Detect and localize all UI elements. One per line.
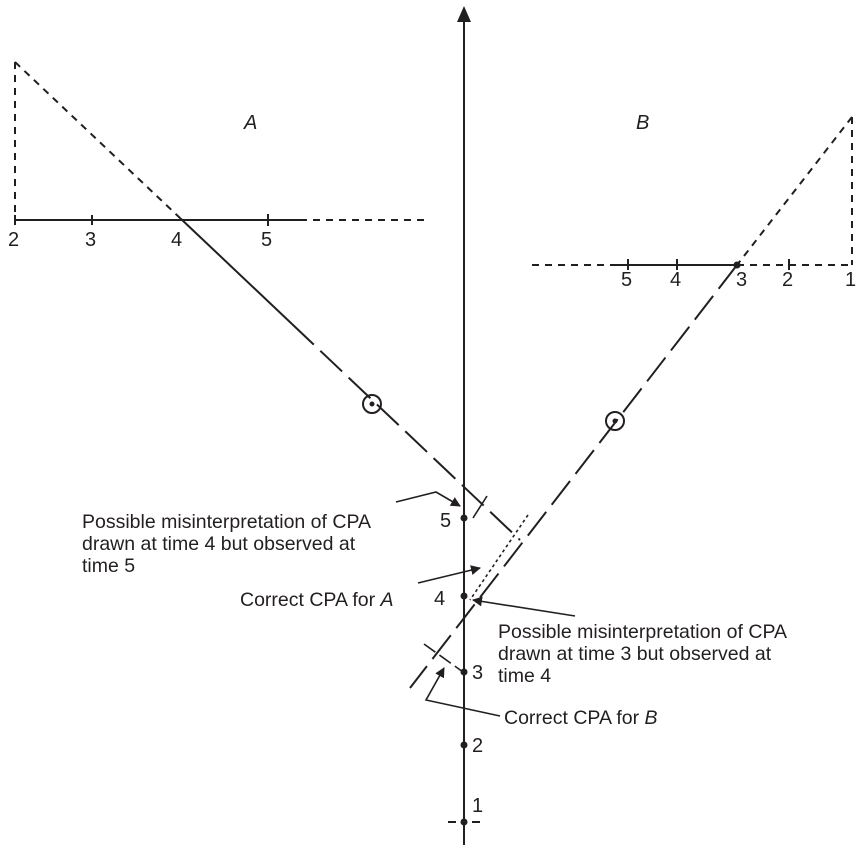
annotation-misinterpretation-a: Possible misinterpretation of CPA drawn …: [82, 491, 461, 577]
annotation-misinterpretation-b: Possible misinterpretation of CPA drawn …: [472, 596, 787, 687]
own-time-label-2: 2: [472, 735, 483, 757]
own-time-label-3: 3: [472, 662, 483, 684]
own-ship-heading-line: [448, 6, 480, 845]
a-relative-motion-extension: [291, 323, 521, 541]
vessel-a-label: A: [243, 112, 257, 134]
annotation-correct-cpa-a: Correct CPA for A: [240, 565, 481, 611]
a-time-label-2: 2: [8, 229, 19, 251]
own-time-label-5: 5: [440, 510, 451, 532]
correct-cpa-b-label: Correct CPA for B: [504, 707, 658, 729]
b-relative-motion-line-start: [736, 116, 853, 266]
misinterpretation-b-line-3: time 4: [498, 665, 551, 687]
b-time-label-4: 4: [670, 269, 681, 291]
vessel-a-plot: A 2 3 4 5: [8, 61, 521, 541]
correct-cpa-a-pointer: [417, 565, 481, 584]
a-target-position-marker: [362, 394, 382, 414]
own-track-positions: 1 2 3 4 5: [434, 510, 483, 826]
misinterpretation-a-line-2: drawn at time 4 but observed at: [82, 533, 356, 555]
own-position-5: [460, 514, 468, 522]
heading-arrowhead-icon: [457, 6, 471, 22]
b-time-label-1: 1: [845, 269, 856, 291]
own-position-3: [460, 668, 468, 676]
own-time-label-1: 1: [472, 795, 483, 817]
b-time-label-2: 2: [782, 269, 793, 291]
b-time-label-3: 3: [736, 269, 747, 291]
a-relative-motion-line: [179, 217, 293, 325]
own-position-2: [460, 741, 468, 749]
b-time-label-5: 5: [621, 269, 632, 291]
b-misinterpreted-line: [469, 514, 529, 601]
misinterpretation-b-line-1: Possible misinterpretation of CPA: [498, 621, 787, 643]
correct-cpa-a-label: Correct CPA for A: [240, 589, 394, 611]
a-cpa-tick: [472, 495, 488, 519]
a-time-label-5: 5: [261, 229, 272, 251]
a-time-label-3: 3: [85, 229, 96, 251]
vessel-b-plot: B 5 4 3 2 1: [409, 112, 856, 689]
a-relative-motion-line-start: [14, 61, 181, 219]
own-position-1: [460, 818, 468, 826]
annotation-correct-cpa-b: Correct CPA for B: [424, 667, 658, 729]
misinterpretation-b-pointer: [472, 596, 576, 617]
own-position-4: [460, 592, 468, 600]
b-cpa-tick: [423, 643, 464, 673]
misinterpretation-b-line-2: drawn at time 3 but observed at: [498, 643, 772, 665]
misinterpretation-a-pointer: [395, 491, 461, 507]
own-time-label-4: 4: [434, 588, 445, 610]
vessel-b-label: B: [636, 112, 649, 134]
misinterpretation-a-line-3: time 5: [82, 555, 135, 577]
b-relative-motion-line: [409, 264, 738, 689]
a-time-label-4: 4: [171, 229, 182, 251]
b-target-position-marker: [605, 411, 625, 431]
misinterpretation-a-line-1: Possible misinterpretation of CPA: [82, 511, 371, 533]
correct-cpa-b-pointer: [424, 667, 501, 717]
